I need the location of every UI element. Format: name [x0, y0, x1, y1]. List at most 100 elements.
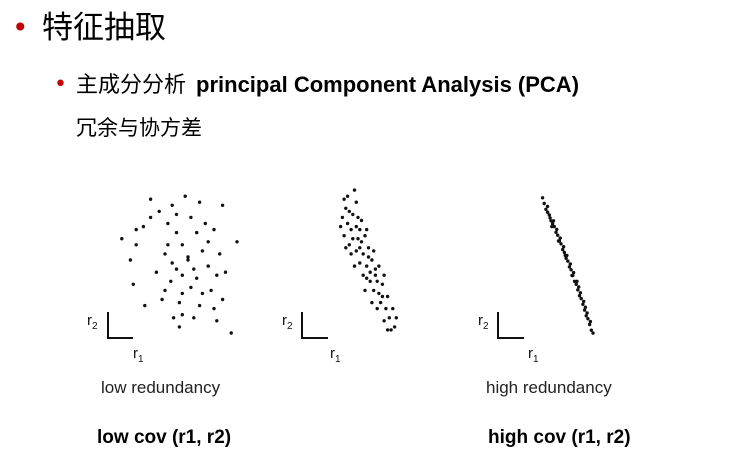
- scatter-point: [215, 273, 219, 277]
- axis-y-label: r2: [478, 312, 489, 332]
- scatter-point: [141, 224, 146, 229]
- axis-lines: [497, 312, 524, 339]
- scatter-point: [569, 268, 573, 272]
- scatter-point: [166, 221, 170, 226]
- scatter-point: [351, 212, 355, 217]
- scatter-point: [547, 213, 551, 217]
- scatter-point: [574, 282, 578, 286]
- scatter-point: [347, 209, 351, 214]
- scatter-point: [365, 276, 369, 280]
- scatter-point: [372, 288, 376, 293]
- scatter-point: [377, 264, 381, 268]
- scatter-point: [359, 240, 364, 244]
- scatter-point: [197, 303, 202, 308]
- scatter-point: [134, 243, 138, 247]
- scatter-point: [177, 300, 182, 305]
- scatter-points: [120, 194, 239, 335]
- scatter-point: [169, 279, 173, 283]
- scatter-point: [387, 316, 391, 320]
- scatter-point: [563, 253, 567, 258]
- scatter-point: [577, 294, 582, 298]
- scatter-point: [206, 240, 210, 244]
- scatter-point: [588, 319, 593, 324]
- scatter-point: [562, 250, 567, 255]
- scatter-point: [378, 300, 383, 305]
- scatter-point: [345, 194, 350, 198]
- scatter-point: [567, 265, 572, 269]
- scatter-point: [192, 267, 196, 271]
- scatter-point: [564, 256, 568, 260]
- scatter-point: [206, 264, 210, 268]
- scatter-point: [549, 219, 553, 223]
- scatter-point: [358, 227, 362, 232]
- scatter-point: [235, 240, 239, 244]
- subtitle-en: principal Component Analysis (PCA): [196, 72, 580, 97]
- scatter-point: [377, 291, 381, 296]
- axis-lines: [107, 312, 133, 339]
- scatter-point: [385, 294, 390, 299]
- scatter-point: [131, 282, 135, 286]
- scatter-point: [363, 234, 367, 238]
- scatter-point: [368, 279, 372, 283]
- subtitle-cn: 主成分分析: [76, 73, 187, 98]
- scatter-point: [223, 270, 228, 274]
- scatter-point: [351, 237, 355, 241]
- scatter-point: [579, 296, 583, 301]
- scatter-point: [385, 328, 390, 332]
- scatter-point: [354, 200, 358, 204]
- scatter-point: [583, 305, 588, 309]
- scatter-point: [559, 242, 563, 246]
- scatter-point: [552, 224, 556, 229]
- scatter-point: [554, 230, 558, 234]
- scatter-point: [180, 291, 184, 296]
- caption-low: low redundancy: [101, 378, 221, 397]
- scatter-point: [572, 279, 577, 283]
- scatter-point: [372, 249, 376, 253]
- scatter-point: [157, 209, 161, 214]
- axis-y-label: r2: [282, 312, 293, 332]
- scatter-point: [548, 216, 552, 220]
- scatter-point: [582, 308, 587, 312]
- scatter-point: [540, 196, 545, 200]
- scatter-point: [394, 316, 398, 320]
- scatter-point: [561, 247, 565, 252]
- scatter-point: [192, 316, 196, 320]
- scatter-point: [209, 288, 213, 293]
- scatter-point: [183, 194, 187, 198]
- scatter-point: [148, 215, 153, 220]
- title-bullet: •: [12, 11, 29, 44]
- scatter-point: [586, 317, 590, 321]
- scatter-point: [545, 204, 550, 209]
- scatter-point: [361, 252, 365, 256]
- scatter-point: [170, 261, 174, 265]
- scatter-point: [195, 230, 199, 235]
- scatter-point: [365, 264, 369, 268]
- subtitle: 主成分分析 principal Component Analysis (PCA): [76, 70, 579, 101]
- scatter-point: [338, 224, 343, 229]
- scatter-point: [154, 270, 159, 274]
- scatter-point: [345, 221, 350, 226]
- scatter-point: [591, 331, 595, 335]
- scatter-point: [584, 314, 588, 318]
- scatter-point: [344, 206, 348, 210]
- scatter-point: [352, 188, 357, 192]
- scatter-points: [540, 196, 595, 335]
- scatter-point: [368, 270, 372, 274]
- subtitle-note: 冗余与协方差: [76, 116, 202, 140]
- scatter-point: [220, 297, 225, 302]
- scatter-point: [195, 276, 199, 280]
- scatter-point: [577, 285, 581, 289]
- scatter-point: [544, 207, 548, 211]
- scatter-point: [180, 243, 184, 247]
- scatter-point: [120, 237, 124, 241]
- scatter-point: [568, 262, 572, 266]
- scatter-point: [545, 210, 550, 214]
- scatter-point: [375, 306, 379, 311]
- scatter-point: [558, 236, 562, 240]
- scatter-point: [370, 300, 374, 305]
- axis-x-label: r1: [133, 345, 144, 365]
- axis-lines: [301, 312, 328, 339]
- scatter-point: [359, 218, 364, 223]
- scatter-point: [578, 291, 583, 295]
- scatter-point: [581, 302, 585, 306]
